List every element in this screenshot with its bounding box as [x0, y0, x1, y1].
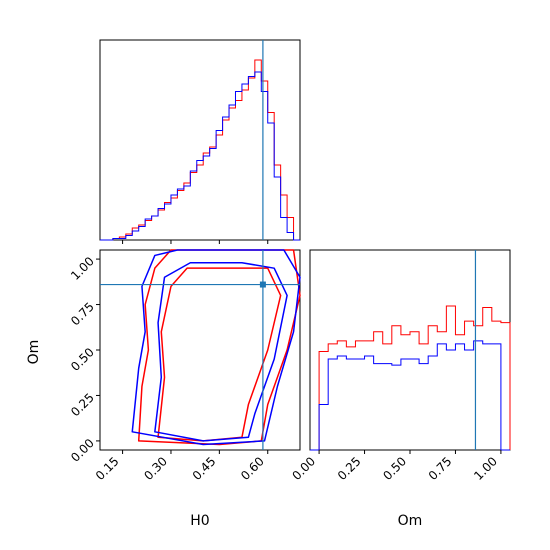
om-histogram-panel: 0.00 0.25 0.50 0.75 1.00 Om	[289, 249, 511, 529]
om-y-tick-label: 1.00	[68, 254, 97, 283]
h0-hist-ticks	[122, 240, 269, 244]
om-x-tick-label: 0.25	[335, 454, 364, 483]
om-x-tick-label: 1.00	[471, 454, 500, 483]
y-axis-label-om: Om	[26, 340, 42, 365]
contour-y-ticks: 0.00 0.25 0.50 0.75 1.00	[68, 254, 100, 465]
om-x-tick-label: 0.50	[380, 454, 409, 483]
om-hist-red-line	[310, 305, 511, 451]
h0-tick-label: 0.30	[141, 454, 170, 483]
x-axis-label-om: Om	[398, 513, 423, 529]
h0-histogram-frame	[99, 39, 301, 241]
om-x-tick-label: 0.75	[426, 454, 455, 483]
h0-tick-label: 0.15	[93, 454, 122, 483]
h0-histogram-panel	[99, 39, 301, 244]
h0-om-contour-panel: 0.15 0.30 0.45 0.60 0.00 0.25 0.50 0.75 1.00 H0…	[26, 249, 301, 529]
contours-blue-series	[131, 249, 301, 446]
om-y-tick-label: 0.50	[68, 345, 97, 374]
truth-crosshair	[100, 250, 300, 450]
h0-tick-label: 0.60	[238, 454, 267, 483]
h0-tick-label: 0.45	[190, 454, 219, 483]
contour-x-ticks: 0.15 0.30 0.45 0.60	[93, 450, 269, 483]
om-hist-red-series	[310, 305, 511, 451]
om-y-tick-label: 0.25	[68, 391, 97, 420]
h0-hist-blue-series	[100, 71, 300, 241]
om-histogram-frame	[309, 249, 511, 451]
om-x-tick-label: 0.00	[289, 454, 318, 483]
om-hist-blue-series	[310, 340, 510, 451]
om-y-tick-label: 0.00	[68, 436, 97, 465]
om-x-ticks: 0.00 0.25 0.50 0.75 1.00	[289, 450, 502, 483]
h0-hist-blue-line	[100, 71, 300, 241]
om-y-tick-label: 0.75	[68, 300, 97, 329]
contour-red-level-2	[157, 267, 282, 442]
x-axis-label-h0: H0	[190, 513, 209, 529]
truth-marker	[259, 281, 266, 288]
contour-blue-level-2	[154, 261, 288, 442]
contours-red-series	[137, 249, 301, 446]
om-hist-blue-line	[310, 340, 510, 451]
contour-blue-level-1	[131, 249, 301, 446]
h0-hist-red-line	[100, 59, 300, 241]
h0-hist-red-series	[100, 59, 300, 241]
